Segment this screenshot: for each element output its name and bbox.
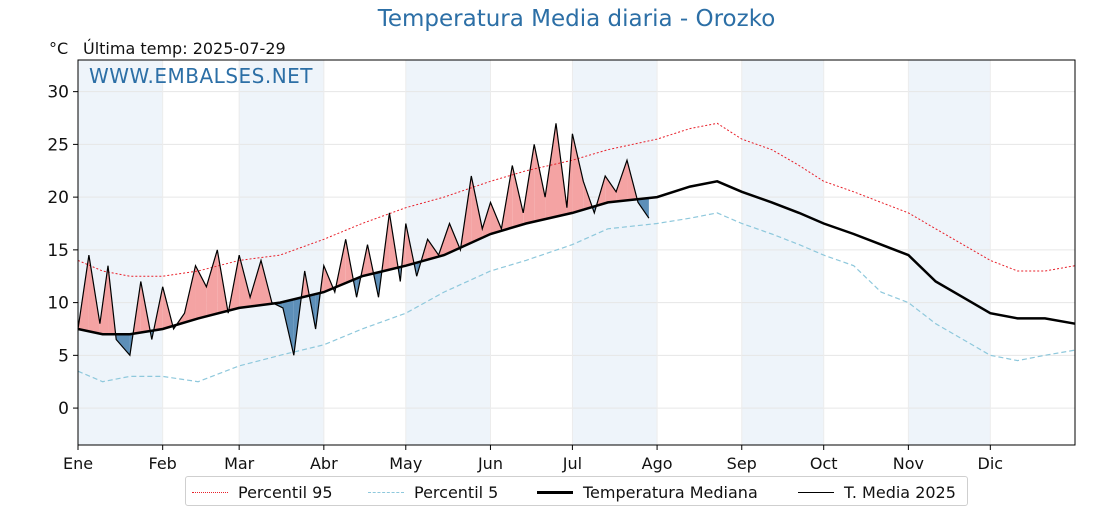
x-tick-label: Mar <box>224 454 255 473</box>
x-axis: Ene Feb Mar Abr May Jun Jul Ago Sep Oct Nov Dic <box>63 445 1003 473</box>
above-median-fill <box>534 144 545 221</box>
x-tick-label: Ago <box>642 454 673 473</box>
legend-swatch-p95 <box>192 492 228 493</box>
y-tick-label: 25 <box>47 135 69 155</box>
x-tick-label: Oct <box>810 454 838 473</box>
legend-swatch-p5 <box>368 492 404 493</box>
y-tick-label: 0 <box>58 399 69 419</box>
x-tick-label: Ene <box>63 454 93 473</box>
month-band <box>742 60 824 445</box>
legend: Percentil 95 Percentil 5 Temperatura Med… <box>185 476 968 506</box>
legend-label-median: Temperatura Mediana <box>583 483 758 502</box>
month-bands <box>78 60 990 445</box>
x-tick-label: Sep <box>727 454 757 473</box>
month-band <box>239 60 324 445</box>
x-tick-label: Jul <box>562 454 582 473</box>
x-tick-label: Feb <box>149 454 177 473</box>
y-tick-label: 30 <box>47 83 69 103</box>
legend-label-current: T. Media 2025 <box>844 483 956 502</box>
y-tick-label: 5 <box>58 346 69 366</box>
month-band <box>572 60 657 445</box>
month-band <box>78 60 163 445</box>
x-tick-label: Nov <box>893 454 924 473</box>
anomaly-fills <box>78 123 649 355</box>
legend-swatch-median <box>537 491 573 494</box>
x-tick-label: May <box>389 454 422 473</box>
month-band <box>908 60 990 445</box>
watermark: WWW.EMBALSES.NET <box>89 64 313 88</box>
x-tick-label: Dic <box>978 454 1004 473</box>
y-tick-label: 20 <box>47 188 69 208</box>
legend-label-p5: Percentil 5 <box>414 483 498 502</box>
y-axis: 0 5 10 15 20 25 30 <box>47 83 78 419</box>
y-tick-label: 10 <box>47 294 69 314</box>
legend-swatch-current <box>798 492 834 493</box>
x-tick-label: Abr <box>310 454 338 473</box>
y-tick-label: 15 <box>47 241 69 261</box>
above-median-fill <box>195 266 206 320</box>
legend-label-p95: Percentil 95 <box>238 483 333 502</box>
x-tick-label: Jun <box>477 454 503 473</box>
